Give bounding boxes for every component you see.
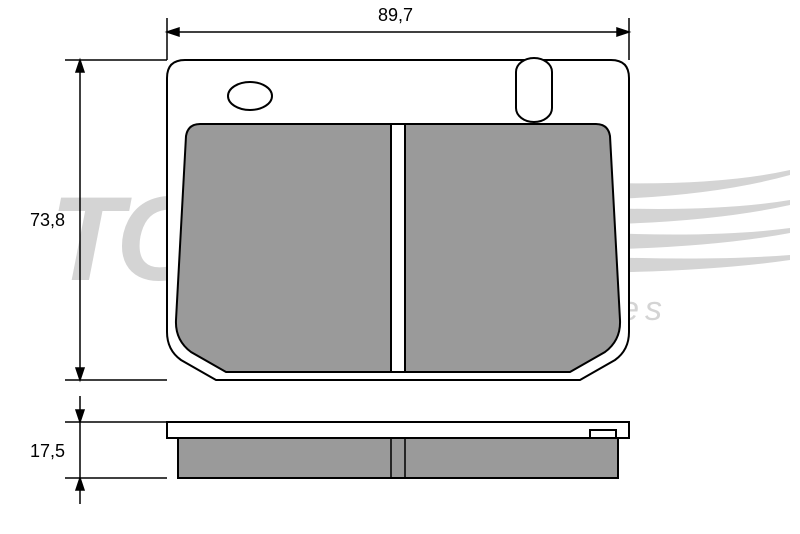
height-value: 73,8: [30, 210, 65, 231]
width-value: 89,7: [378, 5, 413, 26]
dimension-thickness: [65, 396, 167, 504]
technical-drawing: TOMEX brakes: [0, 0, 800, 534]
brake-pad-side-view: [167, 422, 629, 478]
brake-pad-front-view: [167, 58, 629, 380]
thickness-value: 17,5: [30, 441, 65, 462]
